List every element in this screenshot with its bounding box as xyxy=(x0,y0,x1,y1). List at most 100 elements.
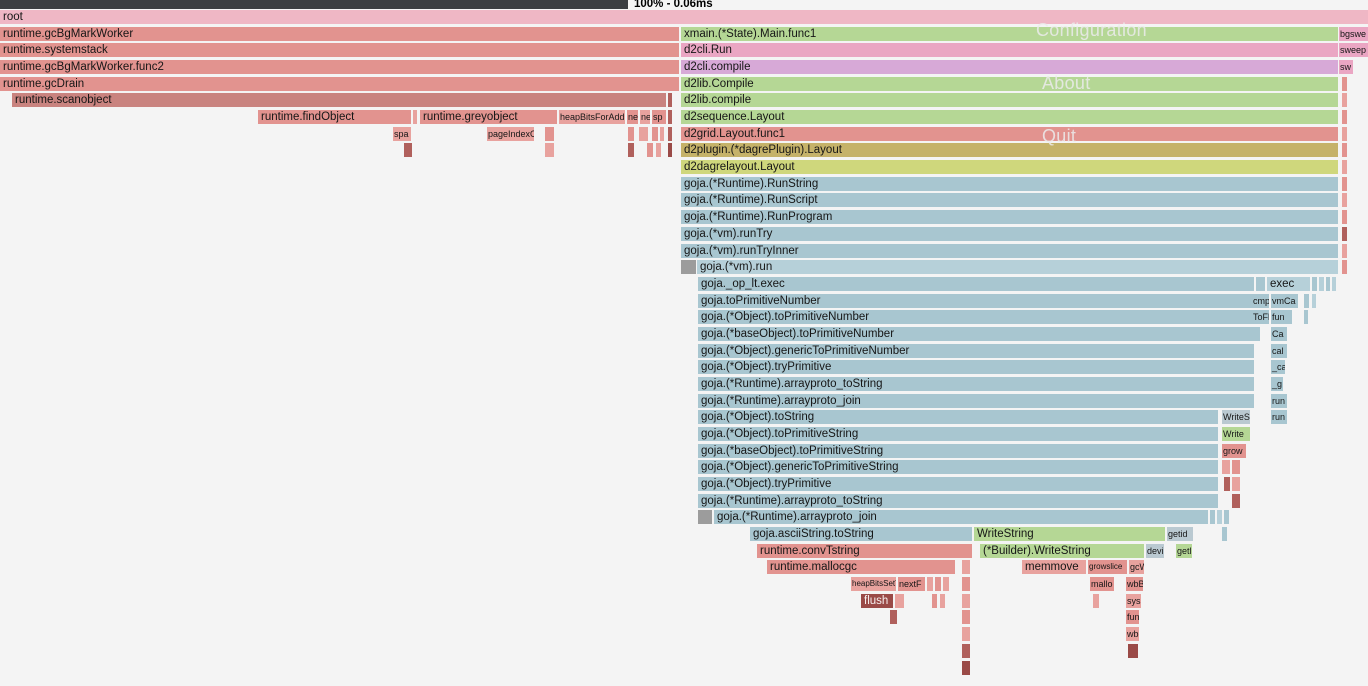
flame-frame[interactable]: Ca xyxy=(1271,326,1287,341)
flame-frame[interactable] xyxy=(628,143,634,158)
flame-frame[interactable] xyxy=(545,126,554,141)
flame-frame[interactable] xyxy=(1304,293,1309,308)
flame-frame[interactable] xyxy=(943,577,949,592)
flame-frame[interactable]: d2dagrelayout.Layout xyxy=(681,160,1338,175)
flame-frame[interactable] xyxy=(404,143,412,158)
flame-frame[interactable]: run xyxy=(1271,393,1287,408)
flame-frame[interactable] xyxy=(962,577,970,592)
flame-frame[interactable]: ne xyxy=(627,110,638,125)
flame-frame[interactable]: (*Builder).WriteString xyxy=(980,543,1144,558)
flame-frame[interactable] xyxy=(1093,593,1099,608)
flame-frame[interactable]: goja.asciiString.toString xyxy=(750,527,972,542)
flame-frame[interactable]: goja.(*baseObject).toPrimitiveString xyxy=(698,443,1218,458)
flame-frame[interactable] xyxy=(962,593,970,608)
flame-frame[interactable] xyxy=(962,627,970,642)
flame-frame[interactable]: goja.(*vm).run xyxy=(697,260,1338,275)
flame-frame[interactable]: WriteString xyxy=(974,527,1165,542)
flame-frame[interactable] xyxy=(698,510,712,525)
flame-frame[interactable] xyxy=(1224,510,1229,525)
flame-frame[interactable] xyxy=(1342,176,1347,191)
flame-frame[interactable] xyxy=(927,577,933,592)
flame-frame[interactable] xyxy=(1210,510,1215,525)
flame-frame[interactable] xyxy=(935,577,941,592)
flame-frame[interactable]: runtime.greyobject xyxy=(420,110,557,125)
flame-frame[interactable] xyxy=(1342,193,1347,208)
flame-frame[interactable]: d2sequence.Layout xyxy=(681,110,1338,125)
flame-frame[interactable]: goja.(*Object).toPrimitiveNumber xyxy=(698,310,1254,325)
flame-frame[interactable]: d2lib.compile xyxy=(681,93,1338,108)
flame-frame[interactable]: ne xyxy=(640,110,650,125)
flame-frame[interactable] xyxy=(681,260,696,275)
flame-frame[interactable]: fun xyxy=(1126,610,1139,625)
flame-frame[interactable]: bgswe xyxy=(1339,26,1368,41)
flame-frame[interactable] xyxy=(1217,510,1222,525)
flame-frame[interactable]: goja.(*vm).runTryInner xyxy=(681,243,1338,258)
flame-frame[interactable] xyxy=(1256,276,1265,291)
flame-frame[interactable]: WriteS xyxy=(1222,410,1250,425)
flame-frame[interactable] xyxy=(1342,260,1347,275)
flame-frame[interactable]: goja.(*Object).toString xyxy=(698,410,1218,425)
flame-frame[interactable]: run xyxy=(1271,410,1287,425)
flame-frame[interactable] xyxy=(940,593,945,608)
flame-frame[interactable] xyxy=(1232,493,1240,508)
flame-frame[interactable]: runtime.convTstring xyxy=(757,543,972,558)
flame-frame[interactable] xyxy=(1342,110,1347,125)
flame-frame[interactable]: goja.(*Object).toPrimitiveString xyxy=(698,427,1218,441)
flame-frame[interactable] xyxy=(895,593,904,608)
flame-frame[interactable]: d2cli.Run xyxy=(681,43,1338,58)
flame-frame[interactable]: mallo xyxy=(1090,577,1114,592)
flame-frame[interactable]: runtime.systemstack xyxy=(0,43,679,58)
flame-frame[interactable]: vmCa xyxy=(1271,293,1298,308)
flame-frame[interactable]: runtime.scanobject xyxy=(12,93,666,108)
flame-frame[interactable] xyxy=(962,643,970,658)
flame-frame[interactable] xyxy=(1342,76,1347,91)
flame-frame[interactable]: goja.(*Runtime).RunScript xyxy=(681,193,1338,208)
flame-frame[interactable] xyxy=(890,610,897,625)
flame-frame[interactable]: goja.(*Runtime).arrayproto_join xyxy=(698,393,1254,408)
flame-frame[interactable]: sp xyxy=(652,110,666,125)
flame-frame[interactable]: heapBitsSetT xyxy=(851,577,896,592)
flame-frame[interactable] xyxy=(1342,93,1347,108)
flame-frame[interactable] xyxy=(1332,276,1336,291)
menu-item-configuration[interactable]: Configuration xyxy=(1036,20,1147,40)
flame-frame[interactable] xyxy=(1312,276,1317,291)
flame-frame[interactable] xyxy=(1342,226,1347,241)
flame-frame[interactable]: goja.(*vm).runTry xyxy=(681,226,1338,241)
flame-frame[interactable] xyxy=(1342,210,1347,225)
flame-frame[interactable]: goja.(*Runtime).arrayproto_toString xyxy=(698,376,1254,391)
flame-frame[interactable] xyxy=(639,126,648,141)
flame-frame[interactable] xyxy=(1342,126,1347,141)
flame-frame[interactable]: goja.(*baseObject).toPrimitiveNumber xyxy=(698,326,1254,341)
flame-frame[interactable]: pageIndexOf xyxy=(487,126,534,141)
flame-frame[interactable]: goja.(*Runtime).arrayproto_toString xyxy=(698,493,1218,508)
flame-frame[interactable]: wbB xyxy=(1126,577,1143,592)
flame-frame[interactable] xyxy=(413,110,417,125)
flame-frame[interactable]: ToFl xyxy=(1252,310,1269,325)
flame-frame[interactable] xyxy=(1326,276,1330,291)
flame-frame[interactable] xyxy=(1342,243,1347,258)
flame-frame[interactable] xyxy=(962,610,970,625)
flame-frame[interactable]: goja.toPrimitiveNumber xyxy=(698,293,1254,308)
flame-frame[interactable]: runtime.findObject xyxy=(258,110,411,125)
flame-frame[interactable]: goja.(*Runtime).arrayproto_join xyxy=(714,510,1208,525)
flame-frame[interactable] xyxy=(1342,143,1347,158)
flame-frame[interactable]: memmove xyxy=(1022,560,1086,575)
flame-frame[interactable]: gcW xyxy=(1129,560,1144,575)
flame-frame[interactable] xyxy=(962,660,970,675)
flame-frame[interactable]: sw xyxy=(1339,60,1353,75)
flame-frame[interactable]: root xyxy=(0,10,1368,24)
flame-frame[interactable]: d2cli.compile xyxy=(681,60,1338,75)
flame-frame[interactable]: flush xyxy=(861,593,893,608)
flame-frame[interactable] xyxy=(1224,477,1230,492)
flame-frame[interactable] xyxy=(1222,527,1227,542)
flame-frame[interactable] xyxy=(1222,460,1230,475)
flame-frame[interactable]: heapBitsForAdd xyxy=(559,110,625,125)
flame-frame[interactable]: spa xyxy=(393,126,411,141)
flame-frame[interactable]: runtime.gcBgMarkWorker.func2 xyxy=(0,60,679,75)
flame-frame[interactable] xyxy=(628,126,634,141)
flame-frame[interactable]: _g xyxy=(1271,376,1283,391)
flame-frame[interactable]: runtime.mallocgc xyxy=(767,560,955,575)
flame-frame[interactable]: goja.(*Runtime).RunString xyxy=(681,176,1338,191)
flame-frame[interactable]: cal xyxy=(1271,343,1287,358)
flame-frame[interactable]: growslice xyxy=(1088,560,1127,575)
